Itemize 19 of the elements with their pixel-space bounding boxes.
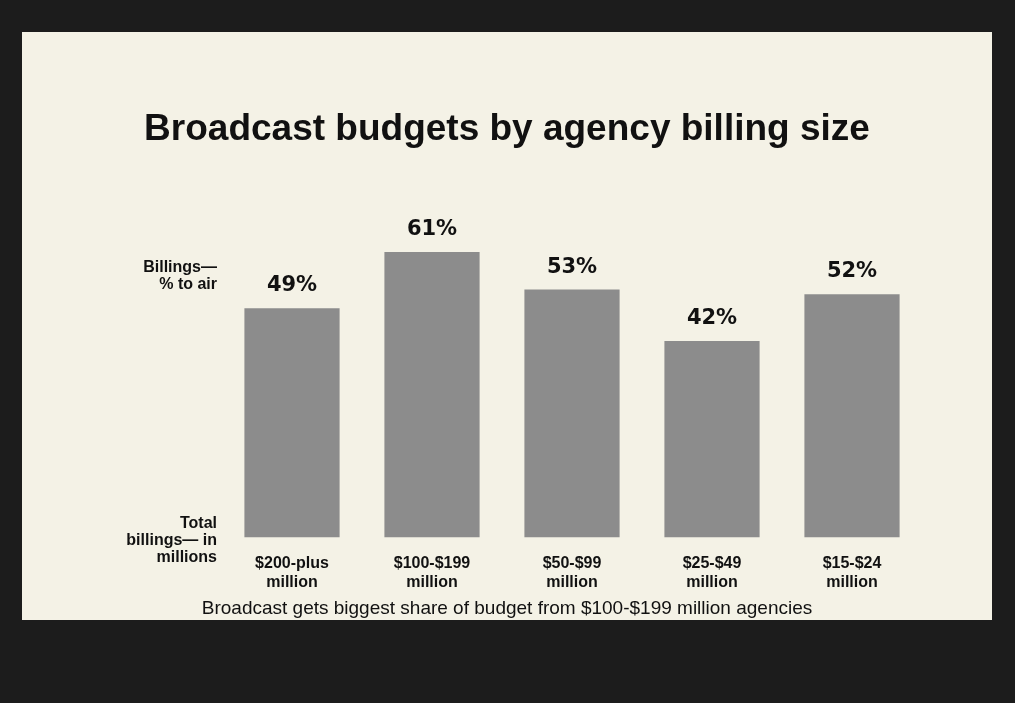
x-tick-label: $200-plus million	[255, 553, 330, 590]
bar	[524, 289, 620, 538]
x-tick-label: $25-$49 million	[682, 553, 742, 590]
y-axis-title: Billings— % to air	[142, 258, 217, 292]
bar	[804, 294, 900, 538]
x-tick-label: $15-$24 million	[822, 553, 882, 590]
data-label: 52%	[826, 258, 878, 283]
text: Broadcast gets biggest share of budget from $100-$199 million agencies	[200, 597, 814, 619]
data-label: 42%	[686, 304, 738, 329]
data-label: 49%	[266, 272, 318, 297]
chart-title: Broadcast budgets by agency billing size	[143, 107, 871, 149]
x-tick-label: $50-$99 million	[542, 553, 602, 590]
bar	[384, 252, 480, 538]
data-label: 53%	[546, 253, 598, 278]
data-label: 61%	[406, 216, 458, 241]
bar	[664, 341, 760, 538]
x-axis-title: Total billings— in millions	[125, 514, 217, 565]
bar	[244, 308, 340, 538]
x-tick-label: $100-$199 million	[393, 553, 471, 590]
